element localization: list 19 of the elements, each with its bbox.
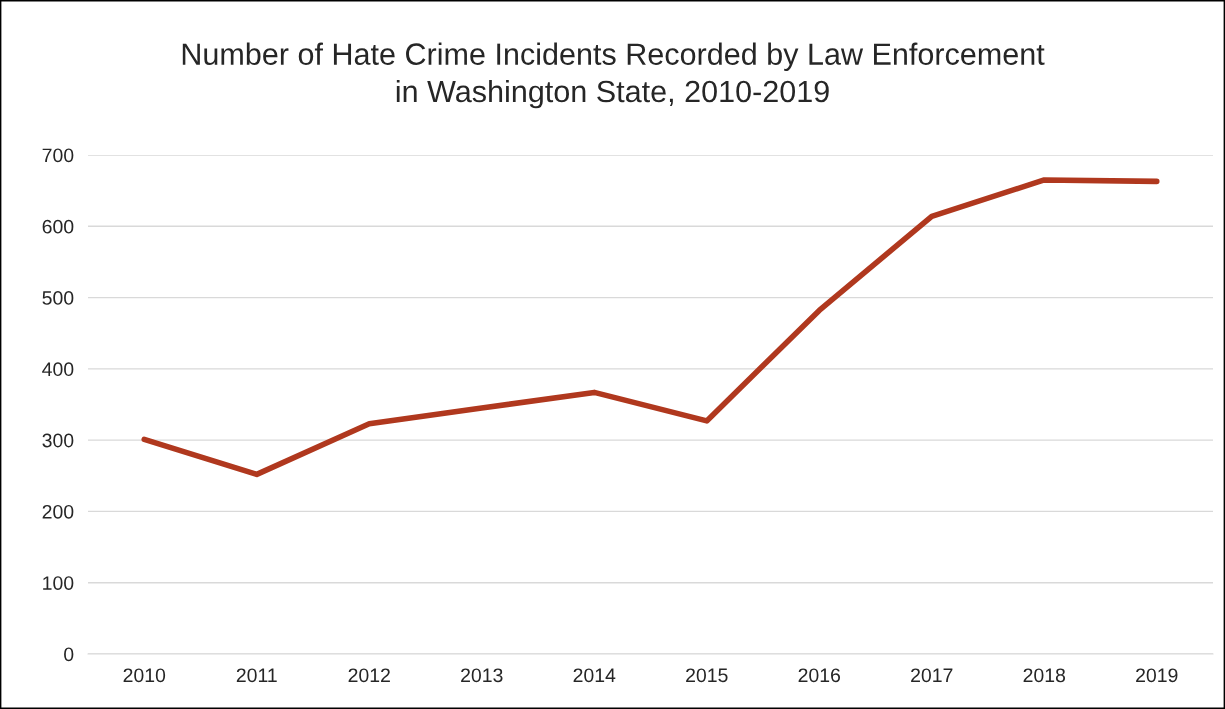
y-tick-label: 300 bbox=[42, 433, 74, 448]
x-tick-label: 2010 bbox=[123, 668, 166, 683]
x-tick-label: 2014 bbox=[573, 668, 616, 683]
x-tick-label: 2012 bbox=[348, 668, 390, 683]
y-tick-label: 200 bbox=[42, 504, 74, 519]
x-tick-label: 2019 bbox=[1136, 668, 1178, 683]
y-tick-label: 600 bbox=[42, 219, 74, 234]
x-tick-label: 2018 bbox=[1023, 668, 1066, 683]
x-tick-label: 2016 bbox=[798, 668, 841, 683]
x-tick-label: 2013 bbox=[461, 668, 503, 683]
y-tick-label: 400 bbox=[42, 362, 74, 377]
x-tick-label: 2017 bbox=[911, 668, 953, 683]
x-tick-label: 2011 bbox=[236, 668, 277, 683]
y-tick-label: 700 bbox=[42, 148, 74, 163]
y-tick-label: 100 bbox=[43, 576, 74, 590]
chart-title: Number of Hate Crime Incidents Recorded by Law Enforcement in Washington State, 2010-2019 bbox=[182, 42, 1045, 109]
y-tick-label: 500 bbox=[42, 291, 74, 305]
x-tick-label: 2015 bbox=[686, 668, 728, 683]
y-tick-label: 0 bbox=[64, 647, 74, 662]
